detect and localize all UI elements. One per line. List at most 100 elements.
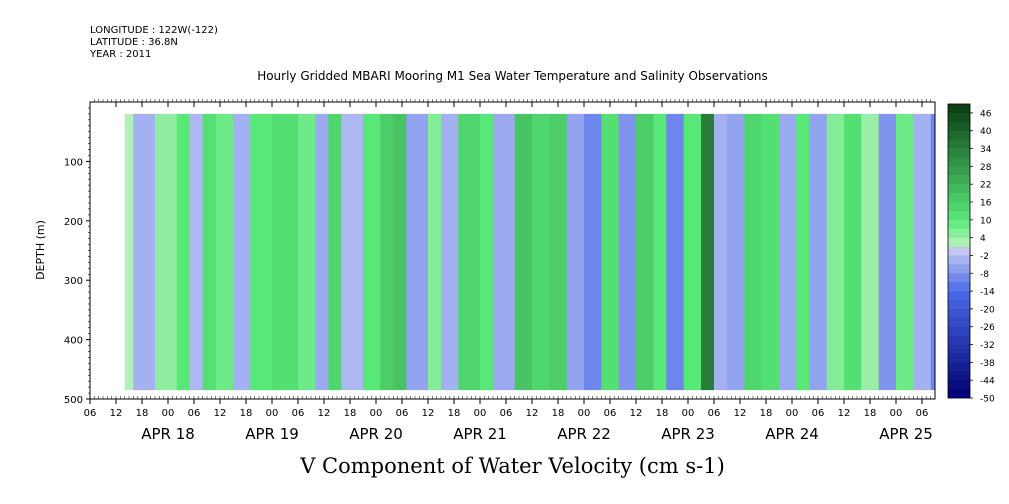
x-tick-label: 12 <box>838 408 851 419</box>
colorbar-swatch <box>948 219 970 230</box>
heatmap-cell <box>896 113 914 391</box>
heatmap-cell <box>532 113 550 391</box>
x-tick-label: 12 <box>110 408 123 419</box>
x-tick-label: 12 <box>318 408 331 419</box>
colorbar-swatch <box>948 202 970 212</box>
x-tick-label: 06 <box>604 408 617 419</box>
heatmap-cell <box>930 113 936 391</box>
heatmap-cell <box>601 113 619 391</box>
colorbar-swatch <box>948 380 970 390</box>
heatmap-cell <box>493 113 516 391</box>
x-tick-label: 00 <box>370 408 383 419</box>
colorbar-swatch <box>948 184 970 194</box>
x-day-label: APR 23 <box>661 425 715 443</box>
x-tick-label: 06 <box>812 408 825 419</box>
colorbar-swatch <box>948 353 970 363</box>
x-day-label: APR 24 <box>765 425 819 443</box>
x-day-label: APR 19 <box>245 425 299 443</box>
x-day-label: APR 25 <box>879 425 933 443</box>
heatmap-cell <box>124 113 134 391</box>
heatmap-cell <box>653 113 667 391</box>
colorbar-swatch <box>948 104 970 114</box>
heatmap-cell <box>549 113 567 391</box>
x-tick-label: 00 <box>266 408 279 419</box>
heatmap-cell <box>458 113 481 391</box>
colorbar-frame <box>947 103 971 399</box>
x-tick-label: 00 <box>162 408 175 419</box>
heatmap-cell <box>380 113 394 391</box>
colorbar-label: -14 <box>980 288 995 298</box>
x-tick-label: 12 <box>734 408 747 419</box>
colorbar-swatch <box>948 389 970 399</box>
colorbar-label: 28 <box>980 163 992 173</box>
colorbar-swatch <box>948 308 970 319</box>
colorbar-label: -50 <box>980 395 995 405</box>
colorbar-label: 46 <box>980 109 992 119</box>
colorbar-swatch <box>948 264 970 274</box>
heatmap-cell <box>441 113 459 391</box>
colorbar-swatch <box>948 344 970 354</box>
heatmap-cell <box>913 113 931 391</box>
colorbar-swatch <box>948 210 970 221</box>
colorbar-swatch <box>948 317 970 328</box>
heatmap-cell <box>779 113 797 391</box>
heatmap-layer <box>124 113 936 391</box>
heatmap-cell <box>202 113 217 391</box>
colorbar-swatch <box>948 237 970 247</box>
heatmap-cell <box>341 113 364 391</box>
y-axis-label: DEPTH (m) <box>34 220 47 280</box>
x-tick-label: 06 <box>708 408 721 419</box>
heatmap-cell <box>176 113 191 391</box>
heatmap-cell <box>250 113 273 391</box>
colorbar-swatch <box>948 335 970 345</box>
y-tick-label: 100 <box>64 157 83 168</box>
colorbar-label: 4 <box>980 234 986 244</box>
heatmap-cell <box>666 113 684 391</box>
heatmap-cell <box>406 113 429 391</box>
heatmap-cell <box>155 113 178 391</box>
colorbar-swatch <box>948 246 970 256</box>
heatmap-cell <box>636 113 654 391</box>
x-tick-label: 12 <box>630 408 643 419</box>
colorbar-swatch <box>948 193 970 203</box>
heatmap-cell <box>428 113 442 391</box>
heatmap-cell <box>189 113 204 391</box>
colorbar-swatch <box>948 175 970 185</box>
colorbar-label: 34 <box>980 145 992 155</box>
colorbar-swatch <box>948 130 970 140</box>
x-tick-label: 18 <box>656 408 669 419</box>
heatmap-cell <box>480 113 494 391</box>
colorbar-label: -26 <box>980 323 995 333</box>
x-tick-label: 06 <box>500 408 513 419</box>
colorbar-swatch <box>948 300 970 310</box>
x-tick-label: 18 <box>344 408 357 419</box>
colorbar-label: 40 <box>980 127 992 137</box>
colorbar-swatch <box>948 291 970 301</box>
colorbar: 46 40 34 28 22 16 10 4 -2 -8 -14 -20 -26 -32 -38 -44 -50 <box>947 103 995 405</box>
colorbar-swatch <box>948 148 970 158</box>
x-tick-label: 00 <box>890 408 903 419</box>
x-tick-label: 12 <box>214 408 227 419</box>
x-tick-label: 18 <box>552 408 565 419</box>
colorbar-swatch <box>948 139 970 149</box>
heatmap-cell <box>133 113 156 391</box>
colorbar-label: -20 <box>980 305 995 315</box>
colorbar-swatch <box>948 112 970 123</box>
heatmap-cell <box>727 113 745 391</box>
x-tick-label: 00 <box>682 408 695 419</box>
x-day-label: APR 20 <box>349 425 403 443</box>
heatmap-cell <box>701 113 715 391</box>
heatmap-cell <box>328 113 342 391</box>
chart-title: Hourly Gridded MBARI Mooring M1 Sea Wate… <box>257 69 768 83</box>
heatmap-cell <box>233 113 251 391</box>
heatmap-cell <box>618 113 637 391</box>
x-tick-label: 12 <box>526 408 539 419</box>
colorbar-swatch <box>948 228 970 238</box>
x-day-label: APR 21 <box>453 425 507 443</box>
heatmap-cell <box>796 113 810 391</box>
colorbar-swatch <box>948 121 970 132</box>
heatmap-cell <box>315 113 329 391</box>
x-tick-label: 00 <box>578 408 591 419</box>
colorbar-label: 10 <box>980 216 992 226</box>
